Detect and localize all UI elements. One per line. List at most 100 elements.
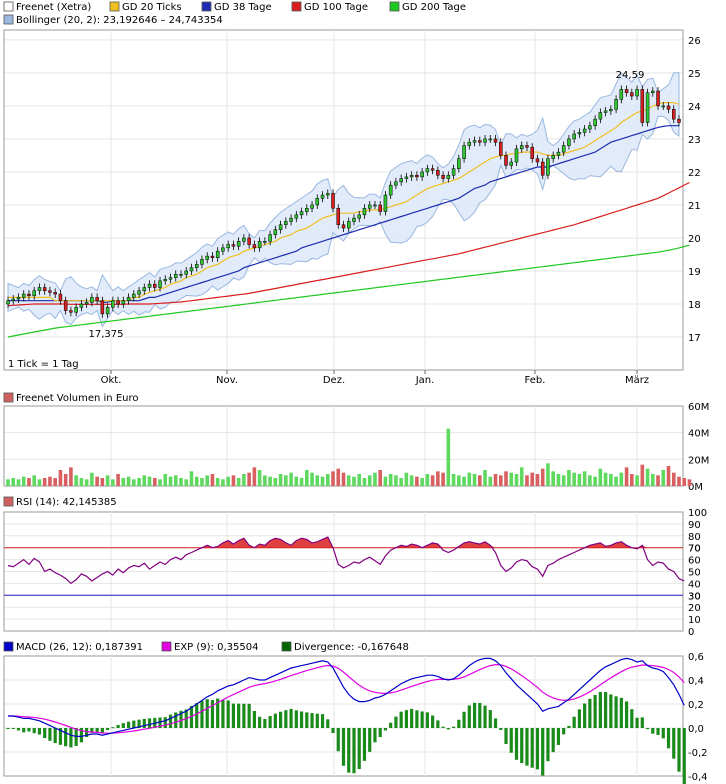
price-tick-label: 23	[688, 135, 701, 146]
divergence-bar	[132, 720, 136, 728]
price-panel: 26 25 24 23 22 21 20 19 18 17 Okt. Nov. Dez. Jan. Feb.…	[3, 29, 701, 386]
volume-bar	[362, 478, 367, 486]
volume-bar	[446, 428, 451, 486]
candle-body	[21, 293, 26, 298]
volume-bar	[278, 474, 283, 486]
legend-swatch	[3, 1, 14, 12]
divergence-bar	[326, 719, 330, 728]
divergence-bar	[85, 728, 89, 738]
volume-bar	[336, 468, 341, 486]
candle-body	[394, 181, 398, 186]
macd-line	[8, 657, 685, 738]
candle-body	[63, 300, 68, 311]
candle-body	[168, 277, 173, 280]
volume-bar	[179, 478, 183, 486]
volume-bar	[84, 479, 89, 486]
candle-body	[210, 255, 215, 259]
divergence-bar	[237, 703, 241, 728]
divergence-bar	[310, 713, 314, 728]
volume-bar	[273, 478, 278, 486]
divergence-bar	[299, 711, 304, 728]
divergence-bar	[583, 703, 587, 728]
volume-bar	[624, 467, 629, 486]
rsi-tick-label: 20	[688, 603, 701, 614]
candle-body	[37, 287, 42, 292]
rsi-overbought-fill	[8, 537, 685, 548]
candle-body	[436, 170, 440, 176]
volume-bar	[367, 475, 372, 486]
divergence-bar	[37, 728, 42, 735]
bollinger-band	[7, 72, 680, 328]
macd-legend-label: EXP (9): 0,35504	[174, 642, 258, 653]
x-tick-label: Dez.	[323, 375, 345, 386]
divergence-bar	[572, 716, 576, 728]
rsi-line	[7, 536, 685, 585]
divergence-bar	[478, 703, 482, 728]
volume-bar	[535, 474, 540, 486]
divergence-bar	[137, 719, 141, 728]
divergence-bar	[672, 728, 676, 759]
volume-bar	[540, 468, 545, 486]
candle-body	[582, 128, 587, 133]
candle-body	[635, 89, 639, 97]
panel-frame	[3, 655, 684, 777]
volume-bar	[257, 470, 262, 486]
candle-body	[577, 132, 582, 135]
divergence-bar	[588, 698, 592, 728]
rsi-legend: RSI (14): 42,145385	[3, 496, 117, 508]
volume-bar	[63, 474, 68, 486]
volume-bar	[147, 476, 152, 486]
volume-bar	[488, 476, 493, 486]
volume-bar	[614, 476, 618, 486]
divergence-bar	[541, 728, 545, 776]
volume-bar	[598, 468, 603, 486]
rsi-tick-label: 0	[688, 627, 694, 638]
candle-body	[462, 145, 466, 159]
candle-body	[294, 214, 299, 219]
volume-bar	[630, 474, 634, 486]
x-tick-label: Nov.	[216, 375, 238, 386]
candle-body	[677, 118, 681, 123]
candle-body	[519, 145, 524, 150]
candle-body	[284, 221, 288, 226]
volume-bar	[640, 464, 645, 486]
volume-bar	[200, 478, 204, 486]
volume-bar	[299, 478, 304, 486]
volume-bar	[210, 474, 215, 486]
price-tick-label: 17	[688, 333, 701, 344]
candle-body	[603, 110, 608, 113]
divergence-bar	[551, 728, 555, 753]
divergence-bar	[598, 692, 602, 728]
candle-body	[493, 138, 498, 143]
volume-bar	[561, 475, 566, 486]
volume-bar	[577, 474, 582, 486]
candle-body	[69, 310, 73, 313]
rsi-30-label: 30	[688, 591, 701, 602]
volume-bar	[462, 476, 466, 486]
high-annotation: 24,59	[616, 70, 645, 81]
divergence-bar	[331, 728, 335, 734]
volume-bar	[74, 475, 78, 486]
volume-bar	[650, 474, 655, 486]
divergence-bar	[258, 716, 262, 728]
macd-tick-label: 0,4	[688, 676, 704, 687]
divergence-bar	[410, 708, 414, 728]
candle-body	[27, 293, 31, 296]
candle-body	[132, 293, 136, 298]
divergence-bar	[168, 714, 173, 728]
candle-body	[242, 237, 246, 242]
volume-bar	[79, 478, 84, 486]
volume-bar	[53, 478, 57, 486]
x-tick-label: Feb.	[525, 375, 546, 386]
candle-body	[305, 208, 309, 212]
candle-body	[624, 89, 629, 93]
divergence-bar	[231, 703, 236, 728]
candle-body	[399, 178, 403, 183]
divergence-bar	[514, 728, 519, 760]
divergence-bar	[357, 728, 361, 770]
candle-body	[263, 241, 267, 243]
volume-bar	[32, 475, 37, 486]
low-annotation: 17,375	[89, 329, 124, 340]
volume-bar	[242, 474, 246, 486]
